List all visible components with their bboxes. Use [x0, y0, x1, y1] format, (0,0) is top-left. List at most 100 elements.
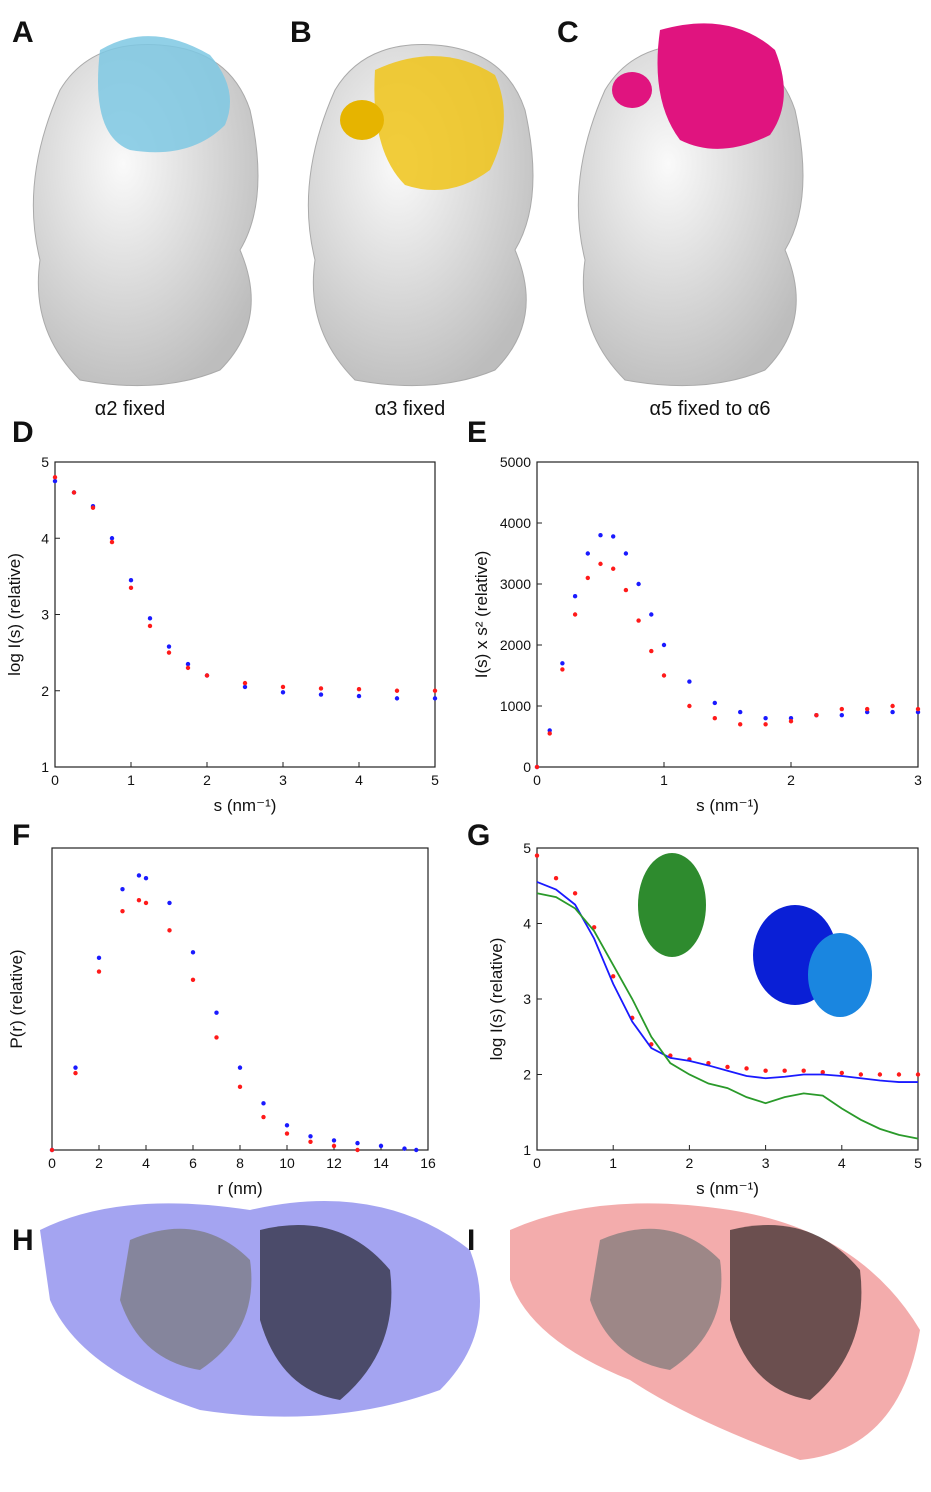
data-point	[915, 709, 921, 715]
data-point	[623, 587, 629, 593]
panel-label: G	[467, 819, 490, 852]
x-tick-label: 4	[355, 772, 363, 788]
y-tick-label: 1	[41, 759, 49, 775]
y-tick-label: 5	[523, 840, 531, 856]
data-point	[190, 977, 196, 982]
data-point	[109, 539, 115, 545]
fit-line	[536, 881, 918, 1083]
caption: α2 fixed	[95, 398, 166, 420]
data-point	[242, 680, 248, 686]
data-point	[636, 618, 641, 623]
y-tick-label: 5000	[500, 454, 531, 470]
data-point	[356, 693, 362, 699]
data-point	[237, 1084, 243, 1090]
data-point	[90, 505, 96, 510]
structure-b	[307, 44, 534, 387]
data-point	[73, 1065, 78, 1070]
data-point	[214, 1035, 219, 1040]
data-point	[308, 1139, 313, 1144]
data-point	[839, 712, 844, 718]
data-point	[661, 642, 667, 648]
data-point	[147, 623, 153, 629]
data-point	[763, 716, 768, 721]
data-point	[687, 679, 692, 684]
x-tick-label: 2	[686, 1155, 694, 1171]
data-point	[120, 886, 125, 892]
data-point	[611, 534, 616, 539]
x-tick-label: 3	[914, 772, 922, 788]
data-point	[890, 709, 895, 715]
panel-label: I	[467, 1224, 475, 1257]
x-tick-label: 2	[203, 772, 211, 788]
data-point	[611, 566, 616, 571]
y-tick-label: 4	[41, 530, 49, 546]
data-point	[858, 1072, 864, 1077]
data-point	[839, 1070, 844, 1076]
data-point	[585, 575, 590, 581]
data-point	[143, 876, 149, 881]
x-tick-label: 10	[279, 1155, 295, 1171]
data-point	[915, 706, 921, 712]
data-point	[432, 696, 438, 701]
plot-frame	[536, 461, 919, 768]
x-tick-label: 0	[533, 772, 541, 788]
y-tick-label: 1	[523, 1142, 531, 1158]
x-tick-label: 1	[127, 772, 135, 788]
panel-label: D	[12, 416, 34, 449]
data-point	[49, 1147, 55, 1153]
x-axis-label: s (nm⁻¹)	[214, 796, 277, 815]
data-point	[534, 764, 540, 770]
data-point	[877, 1072, 883, 1077]
data-point	[623, 551, 629, 556]
data-point	[52, 475, 58, 480]
x-tick-label: 16	[420, 1155, 436, 1171]
data-point	[890, 703, 895, 709]
y-tick-label: 4000	[500, 515, 531, 531]
y-axis-label: P(r) (relative)	[7, 949, 26, 1048]
data-point	[547, 731, 552, 736]
data-point	[356, 687, 362, 692]
structure-a	[32, 36, 259, 387]
x-tick-label: 0	[51, 772, 59, 788]
data-point	[801, 1068, 806, 1073]
chart: E 0 1 2 3 0 1000 2000 3000 4000 5000 s (nm⁻¹) I(s) x…	[467, 416, 922, 815]
x-tick-label: 6	[189, 1155, 197, 1171]
data-point	[896, 1072, 902, 1077]
data-point	[402, 1146, 407, 1151]
data-point	[204, 673, 210, 678]
x-tick-label: 1	[609, 1155, 617, 1171]
data-point	[839, 706, 844, 712]
data-point	[782, 1068, 787, 1073]
data-point	[414, 1147, 419, 1153]
data-point	[378, 1143, 384, 1149]
data-point	[560, 661, 565, 666]
y-tick-label: 3	[41, 607, 49, 623]
x-tick-label: 12	[326, 1155, 342, 1171]
y-tick-label: 3	[523, 991, 531, 1007]
data-point	[331, 1138, 337, 1143]
panel-label: B	[290, 16, 312, 49]
data-point	[355, 1140, 360, 1146]
data-point	[865, 709, 870, 715]
data-point	[865, 706, 870, 712]
data-point	[96, 969, 102, 974]
data-point	[166, 644, 172, 649]
data-point	[553, 876, 559, 881]
y-axis-label: log I(s) (relative)	[5, 553, 24, 676]
data-point	[237, 1065, 243, 1070]
x-tick-label: 1	[660, 772, 668, 788]
data-point	[242, 684, 248, 690]
data-point	[598, 533, 603, 538]
data-point	[572, 612, 578, 617]
data-point	[744, 1066, 749, 1071]
data-point	[572, 594, 578, 599]
data-point	[136, 897, 142, 903]
y-axis-label: I(s) x s² (relative)	[472, 551, 491, 679]
data-point	[128, 585, 134, 591]
plot-frame	[54, 461, 436, 768]
x-tick-label: 2	[95, 1155, 103, 1171]
data-point	[788, 719, 794, 724]
data-point	[261, 1101, 266, 1106]
data-point	[318, 692, 324, 697]
